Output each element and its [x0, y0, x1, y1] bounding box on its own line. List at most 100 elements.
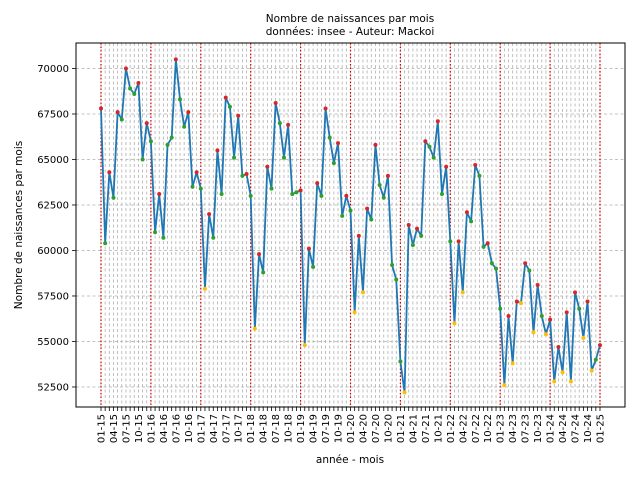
- data-point: [178, 97, 183, 102]
- data-point: [311, 264, 316, 269]
- data-point: [340, 213, 345, 218]
- data-point: [523, 261, 528, 266]
- y-tick-label: 67500: [37, 109, 69, 120]
- data-point: [202, 286, 207, 291]
- x-tick-label: 07-17: [221, 414, 232, 443]
- data-point: [423, 139, 428, 144]
- markers-layer: [99, 57, 602, 395]
- data-point: [123, 66, 128, 71]
- data-point: [302, 343, 307, 348]
- data-point: [327, 135, 332, 140]
- data-point: [556, 344, 561, 349]
- data-point: [319, 193, 324, 198]
- data-point: [589, 368, 594, 373]
- data-point: [269, 186, 274, 191]
- x-tick-label: 01-15: [97, 414, 108, 443]
- x-tick-label: 04-23: [508, 414, 519, 443]
- data-point: [352, 310, 357, 315]
- data-point: [419, 233, 424, 238]
- y-tick-label: 60000: [37, 246, 69, 257]
- data-point: [464, 210, 469, 215]
- data-point: [431, 155, 436, 160]
- data-point: [331, 161, 336, 166]
- data-point: [323, 106, 328, 111]
- x-tick-label: 04-22: [458, 414, 469, 443]
- x-tick-label: 04-24: [558, 414, 569, 443]
- data-point: [298, 188, 303, 193]
- data-point: [273, 101, 278, 106]
- x-tick-label: 07-21: [421, 414, 432, 443]
- data-point: [410, 243, 415, 248]
- data-point: [257, 252, 262, 257]
- data-point: [119, 117, 124, 122]
- data-point: [277, 121, 282, 126]
- data-point: [157, 192, 162, 197]
- x-tick-label: 07-23: [521, 414, 532, 443]
- data-point: [223, 95, 228, 100]
- data-point: [173, 57, 178, 62]
- data-point: [144, 121, 149, 126]
- x-tick-label: 01-20: [346, 414, 357, 443]
- data-point: [356, 233, 361, 238]
- x-tick-label: 01-17: [196, 414, 207, 443]
- y-tick-label: 62500: [37, 200, 69, 211]
- data-point: [194, 170, 199, 175]
- data-point: [336, 141, 341, 146]
- x-tick-label: 07-16: [171, 414, 182, 443]
- data-point: [219, 192, 224, 197]
- data-point: [460, 290, 465, 295]
- data-point: [215, 148, 220, 153]
- data-point: [518, 301, 523, 306]
- data-point: [577, 306, 582, 311]
- x-tick-label: 10-18: [284, 414, 295, 443]
- data-point: [398, 359, 403, 364]
- data-point: [281, 155, 286, 160]
- x-tick-label: 07-15: [121, 414, 132, 443]
- data-point: [394, 277, 399, 282]
- data-point: [115, 110, 120, 115]
- data-point: [161, 235, 166, 240]
- data-point: [294, 190, 299, 195]
- data-point: [315, 181, 320, 186]
- x-tick-label: 04-16: [159, 414, 170, 443]
- data-point: [236, 113, 241, 118]
- data-point: [510, 361, 515, 366]
- data-point: [560, 370, 565, 375]
- x-tick-label: 10-22: [483, 414, 494, 443]
- x-axis-label: année - mois: [316, 454, 384, 466]
- data-point: [261, 270, 266, 275]
- data-point: [286, 122, 291, 127]
- data-point: [136, 81, 141, 86]
- data-point: [439, 192, 444, 197]
- data-point: [385, 173, 390, 178]
- data-point: [514, 299, 519, 304]
- x-tick-label: 07-20: [371, 414, 382, 443]
- data-point: [360, 290, 365, 295]
- x-tick-label: 04-19: [309, 414, 320, 443]
- data-point: [527, 268, 532, 273]
- data-point: [539, 314, 544, 318]
- data-point: [564, 310, 569, 315]
- data-point: [107, 170, 112, 175]
- data-point: [469, 219, 474, 224]
- data-point: [290, 192, 295, 197]
- data-point: [448, 239, 453, 244]
- year-separator-lines: [100, 43, 601, 407]
- data-point: [548, 317, 553, 322]
- x-tick-label: 04-18: [259, 414, 270, 443]
- chart-subtitle: données: insee - Auteur: Mackoi: [266, 26, 434, 38]
- y-tick-label: 57500: [37, 291, 69, 302]
- data-point: [485, 241, 490, 246]
- x-tick-label: 10-23: [533, 414, 544, 443]
- data-point: [207, 212, 212, 217]
- data-point: [531, 330, 536, 335]
- data-point: [252, 326, 257, 331]
- y-tick-label: 65000: [37, 155, 69, 166]
- data-point: [148, 139, 153, 144]
- x-tick-label: 10-24: [583, 414, 594, 443]
- x-tick-label: 01-22: [446, 414, 457, 443]
- data-point: [153, 230, 158, 235]
- data-point: [182, 124, 187, 129]
- y-axis-label: Nombre de naissances par mois: [13, 141, 25, 309]
